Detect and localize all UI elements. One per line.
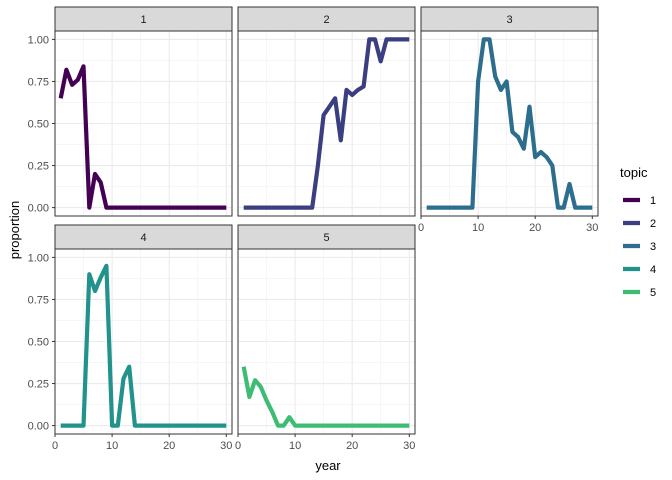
x-tick-label: 20 [346, 440, 358, 452]
y-tick-label: 0.75 [28, 76, 49, 88]
panel-border [237, 30, 416, 217]
legend-label: 3 [650, 241, 656, 253]
series-line-topic-2 [243, 37, 410, 210]
x-tick-label: 30 [586, 222, 598, 234]
x-tick-label: 0 [235, 440, 241, 452]
facet-strip-label: 3 [506, 14, 512, 26]
facet-strip-label: 4 [140, 232, 146, 244]
legend-item-3: 3 [623, 241, 656, 253]
x-tick-label: 30 [403, 440, 415, 452]
y-tick-label: 0.75 [28, 294, 49, 306]
facet-strip-label: 5 [323, 232, 329, 244]
x-tick-label: 10 [289, 440, 301, 452]
series-line-topic-5 [241, 366, 410, 428]
legend-label: 5 [650, 287, 656, 299]
facet-panel-4: 4 0.00 0.25 0.50 0.75 1.00 0 10 20 30 [28, 224, 233, 452]
y-tick-label: 0.00 [28, 421, 49, 433]
x-tick-label: 0 [418, 222, 424, 234]
panel-border [237, 248, 416, 435]
facet-panel-1: 1 0.00 0.25 0.50 0.75 1.00 [28, 6, 233, 217]
y-tick-label: 0.00 [28, 203, 49, 215]
y-tick-label: 0.25 [28, 161, 49, 173]
x-tick-label: 30 [220, 440, 232, 452]
x-tick-label: 20 [529, 222, 541, 234]
x-tick-label: 10 [106, 440, 118, 452]
facet-strip [237, 224, 416, 250]
facet-strip-label: 1 [140, 14, 146, 26]
y-axis-title: proportion [7, 201, 22, 260]
facet-panels: 10.000.250.500.751.002 30 10 20 3040.000.250… [28, 6, 599, 452]
x-axis-title: year [315, 458, 341, 473]
legend: topic 1 2 3 4 5 [620, 165, 656, 299]
y-tick-label: 1.00 [28, 34, 49, 46]
series-line-topic-3 [426, 37, 593, 210]
legend-item-1: 1 [623, 195, 656, 207]
facet-strip-label: 2 [323, 14, 329, 26]
legend-item-4: 4 [623, 264, 656, 276]
series-line-topic-1 [58, 64, 227, 210]
x-tick-label: 0 [52, 440, 58, 452]
legend-title: topic [620, 165, 648, 180]
series-line-topic-4 [60, 263, 227, 428]
x-tick-label: 20 [163, 440, 175, 452]
y-tick-label: 0.50 [28, 337, 49, 349]
legend-label: 2 [650, 218, 656, 230]
y-tick-label: 1.00 [28, 252, 49, 264]
facet-strip [54, 6, 233, 32]
legend-item-5: 5 [623, 287, 656, 299]
legend-item-2: 2 [623, 218, 656, 230]
legend-label: 4 [650, 264, 656, 276]
x-tick-label: 10 [472, 222, 484, 234]
legend-label: 1 [650, 195, 656, 207]
facet-panel-2: 2 [237, 6, 416, 217]
panel-border [420, 30, 599, 217]
facet-strip [54, 224, 233, 250]
facet-panel-3: 30 10 20 30 [418, 6, 599, 234]
y-tick-label: 0.50 [28, 119, 49, 131]
facet-panel-5: 5 0 10 20 30 [235, 224, 416, 452]
y-tick-label: 0.25 [28, 379, 49, 391]
facet-strip [420, 6, 599, 32]
